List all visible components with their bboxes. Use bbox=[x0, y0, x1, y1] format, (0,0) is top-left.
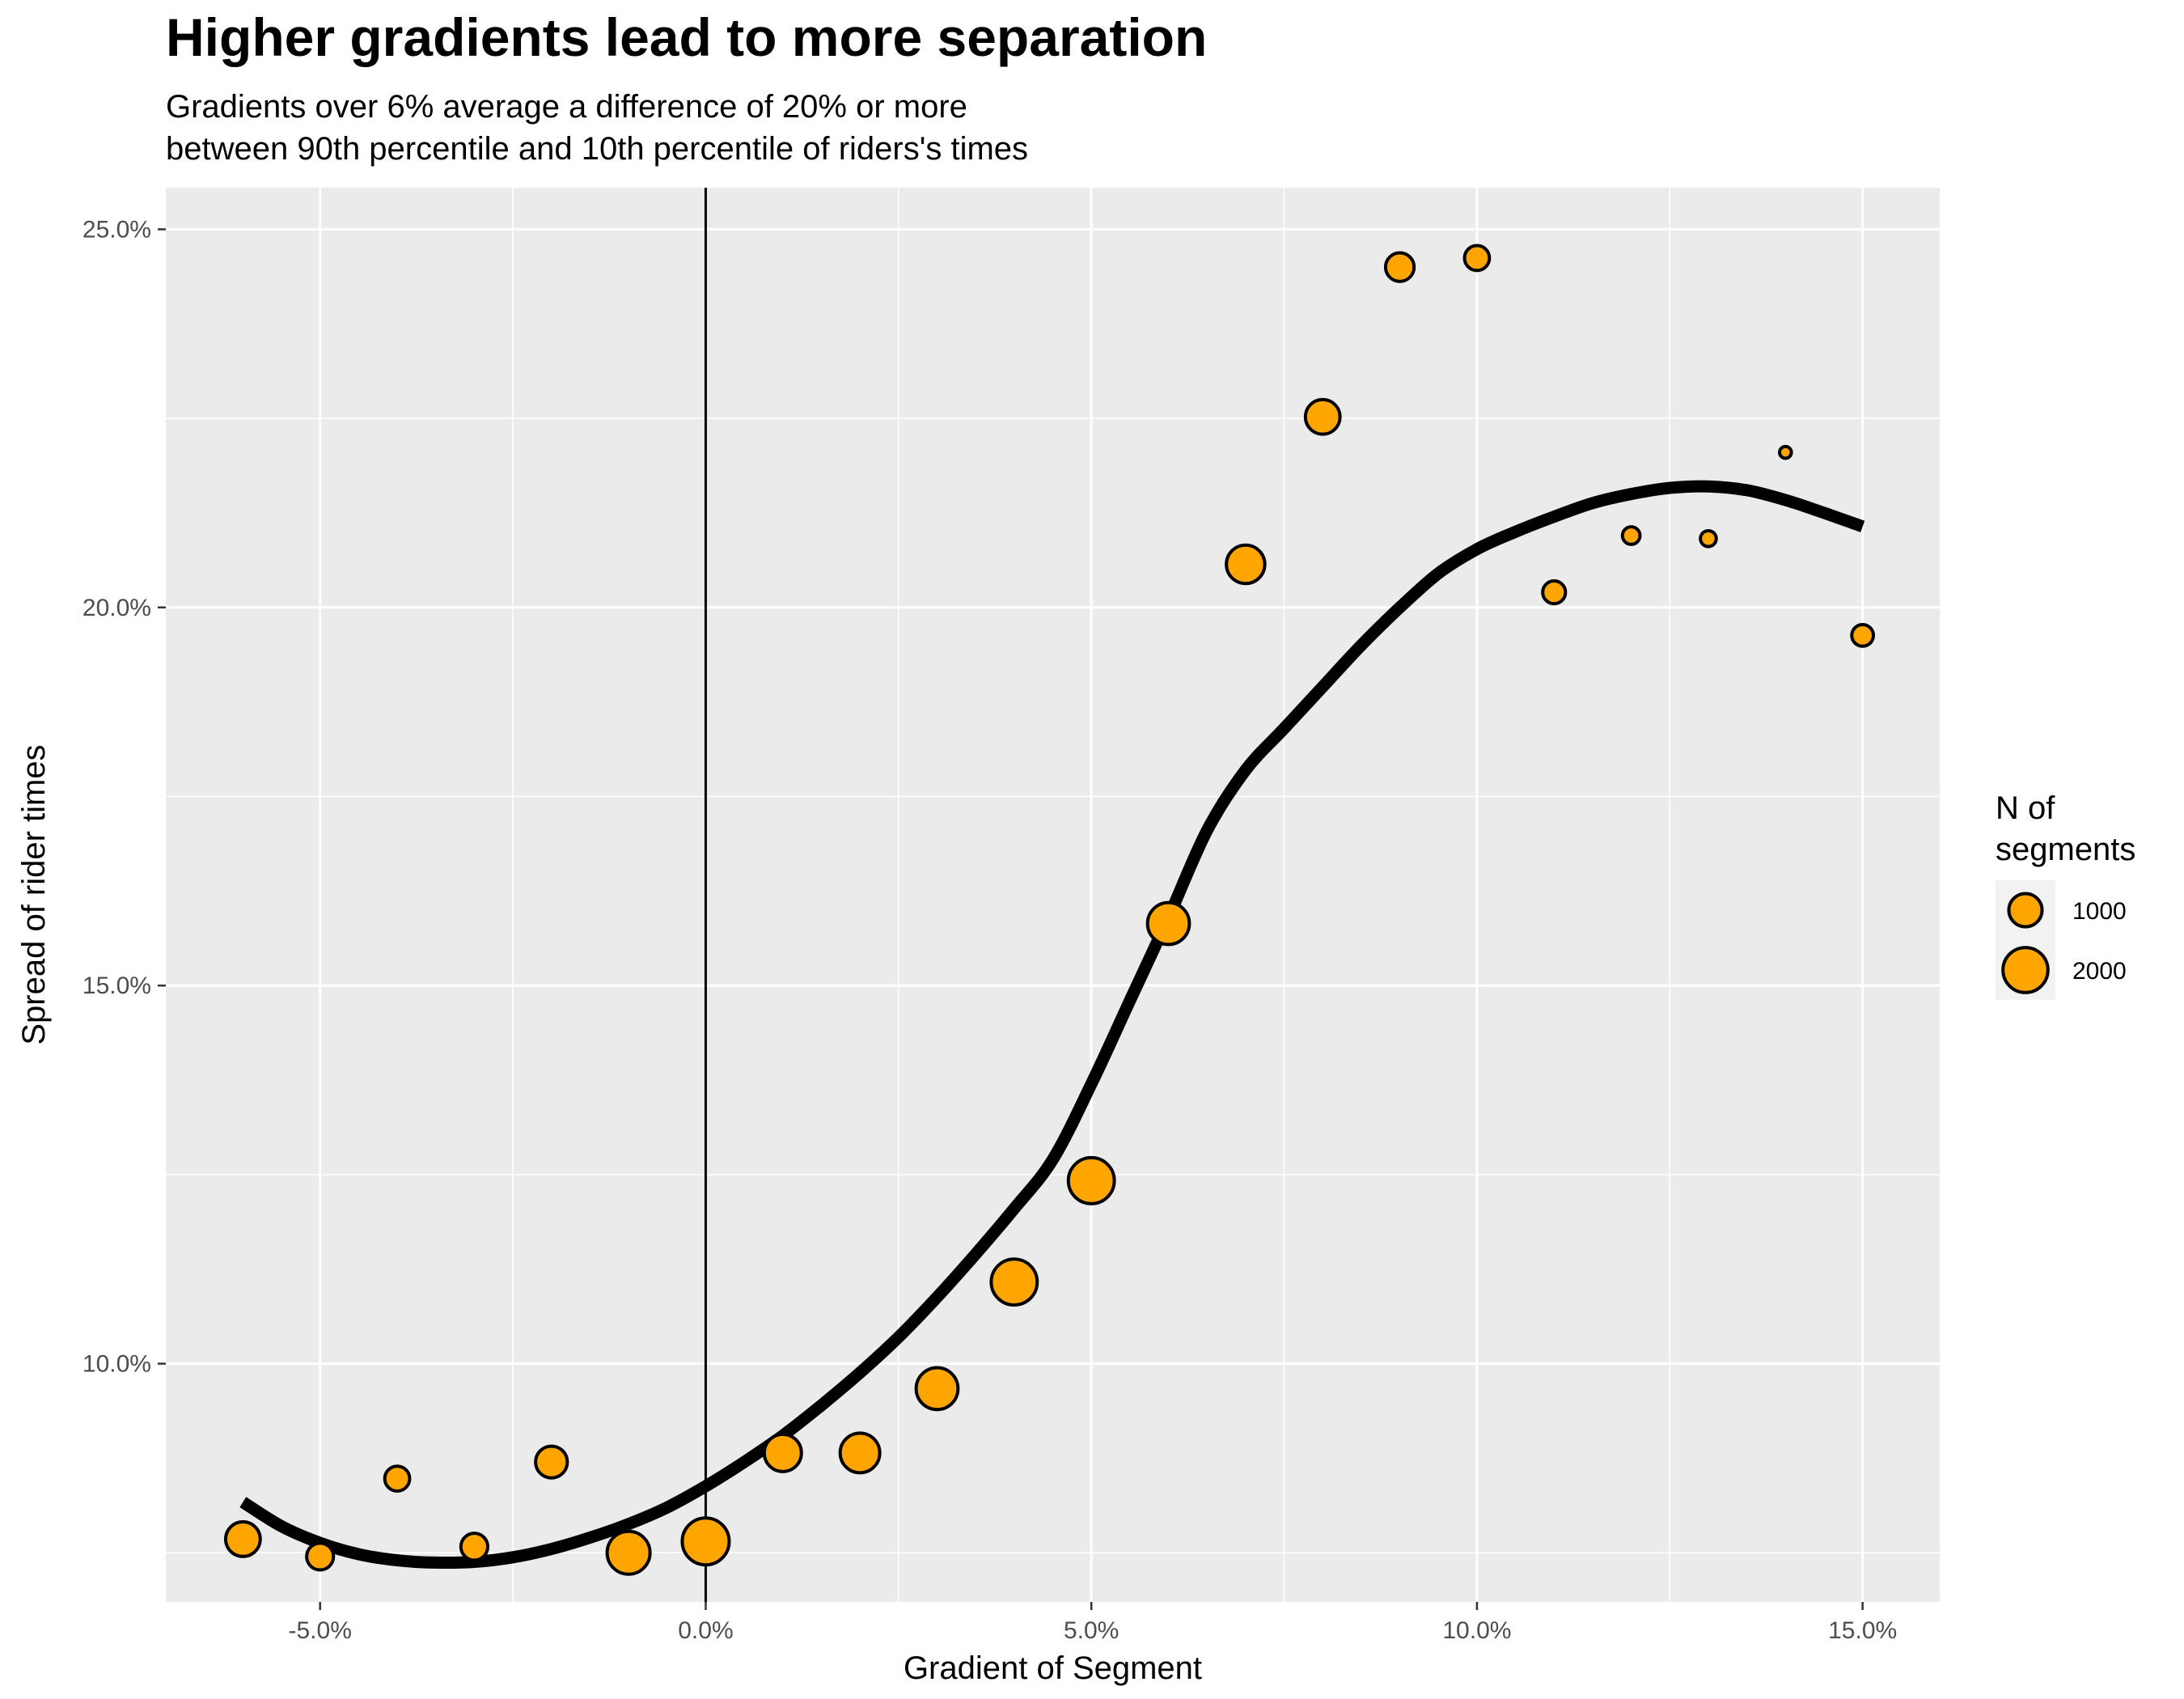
x-tick-label: 0.0% bbox=[678, 1617, 733, 1644]
data-point bbox=[305, 1541, 336, 1572]
data-point bbox=[680, 1516, 731, 1567]
x-tick-label: 5.0% bbox=[1064, 1617, 1119, 1644]
data-point bbox=[1066, 1155, 1116, 1205]
data-point bbox=[914, 1366, 960, 1412]
data-point bbox=[989, 1257, 1039, 1307]
legend-title-line-1: N of bbox=[1996, 790, 2055, 826]
y-axis: 10.0% 15.0% 20.0% 25.0% bbox=[83, 216, 166, 1378]
data-point bbox=[1225, 543, 1267, 586]
data-point bbox=[1541, 579, 1568, 606]
x-axis-title: Gradient of Segment bbox=[904, 1650, 1202, 1686]
data-point bbox=[605, 1529, 652, 1576]
x-tick-label: 10.0% bbox=[1442, 1617, 1511, 1644]
legend-entry-label: 1000 bbox=[2072, 898, 2127, 925]
data-point bbox=[1850, 623, 1876, 648]
chart-subtitle-line-1: Gradients over 6% average a difference o… bbox=[166, 89, 967, 125]
data-point bbox=[762, 1432, 803, 1473]
y-tick-label: 25.0% bbox=[83, 216, 151, 243]
size-legend: N of segments 1000 2000 bbox=[1996, 790, 2135, 1000]
x-axis: -5.0% 0.0% 5.0% 10.0% 15.0% bbox=[289, 1602, 1897, 1644]
chart-subtitle-line-2: between 90th percentile and 10th percent… bbox=[166, 131, 1029, 167]
data-point bbox=[1620, 525, 1642, 546]
legend-entry-label: 2000 bbox=[2072, 958, 2127, 985]
data-point bbox=[1699, 528, 1718, 549]
y-tick-label: 15.0% bbox=[83, 972, 151, 999]
y-axis-title: Spread of rider times bbox=[16, 744, 52, 1044]
y-tick-label: 20.0% bbox=[83, 595, 151, 621]
data-point bbox=[459, 1532, 489, 1562]
x-tick-label: -5.0% bbox=[289, 1617, 352, 1644]
data-point bbox=[1303, 397, 1342, 436]
y-tick-label: 10.0% bbox=[83, 1351, 151, 1378]
data-point bbox=[1145, 900, 1191, 947]
plot-panel bbox=[166, 188, 1940, 1602]
x-tick-label: 15.0% bbox=[1828, 1617, 1897, 1644]
data-point bbox=[534, 1444, 569, 1480]
data-point bbox=[1778, 444, 1793, 460]
legend-key-circle bbox=[2001, 946, 2050, 994]
legend-title-line-2: segments bbox=[1996, 832, 2135, 867]
legend-entries: 1000 2000 bbox=[2001, 892, 2127, 994]
data-point bbox=[1383, 251, 1416, 283]
data-point bbox=[383, 1464, 412, 1494]
data-point bbox=[223, 1520, 262, 1558]
data-point bbox=[1462, 244, 1492, 273]
smooth-trend-line bbox=[239, 480, 1865, 1570]
legend-key-circle bbox=[2007, 892, 2044, 929]
chart-title: Higher gradients lead to more separation bbox=[166, 7, 1208, 67]
data-point bbox=[838, 1431, 882, 1475]
data-points bbox=[223, 244, 1876, 1576]
